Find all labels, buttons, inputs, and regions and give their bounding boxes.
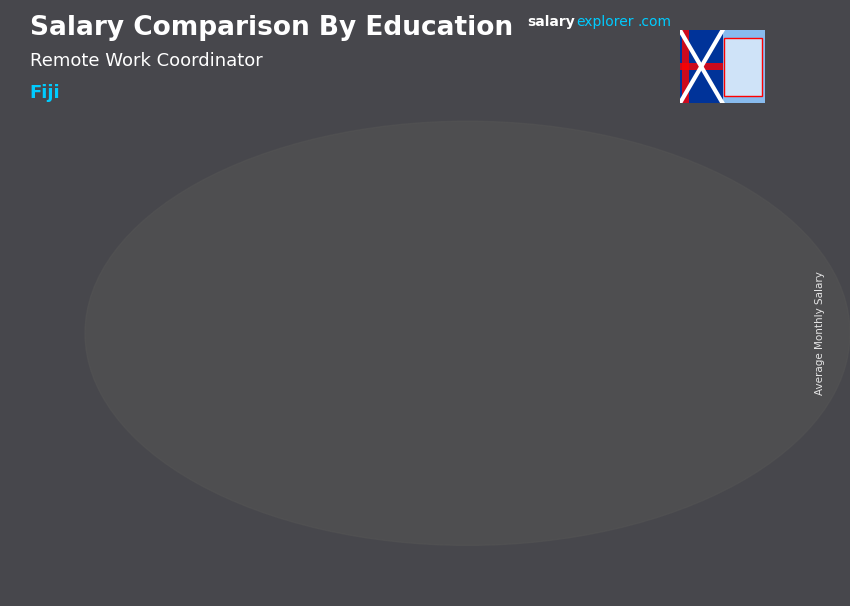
Polygon shape: [546, 218, 684, 233]
Text: Fiji: Fiji: [30, 84, 60, 102]
Polygon shape: [666, 218, 684, 509]
Text: Remote Work Coordinator: Remote Work Coordinator: [30, 52, 263, 70]
Bar: [722, 30, 765, 103]
Polygon shape: [326, 345, 446, 509]
Text: .com: .com: [638, 15, 672, 29]
Text: Certificate or
Diploma: Certificate or Diploma: [336, 527, 436, 559]
Polygon shape: [105, 404, 226, 509]
Polygon shape: [546, 233, 666, 509]
Bar: [680, 63, 722, 70]
Text: Bachelor's
Degree: Bachelor's Degree: [566, 527, 646, 559]
Text: Average Monthly Salary: Average Monthly Salary: [815, 271, 825, 395]
Bar: [680, 67, 722, 103]
Text: +68%: +68%: [451, 209, 541, 237]
Polygon shape: [446, 330, 464, 509]
Text: explorer: explorer: [576, 15, 634, 29]
Text: 3,220 FJD: 3,220 FJD: [314, 321, 389, 335]
Polygon shape: [326, 330, 464, 345]
Text: +57%: +57%: [231, 296, 321, 324]
Text: 2,050 FJD: 2,050 FJD: [94, 381, 169, 395]
Text: salary: salary: [527, 15, 575, 29]
Bar: [682, 30, 688, 103]
Polygon shape: [226, 390, 244, 509]
Bar: [724, 38, 762, 96]
Polygon shape: [105, 390, 244, 404]
Text: 5,410 FJD: 5,410 FJD: [557, 210, 632, 224]
Bar: [680, 30, 722, 67]
Bar: [724, 38, 762, 96]
Text: Salary Comparison By Education: Salary Comparison By Education: [30, 15, 513, 41]
Ellipse shape: [85, 121, 850, 545]
Text: High School: High School: [121, 527, 212, 542]
